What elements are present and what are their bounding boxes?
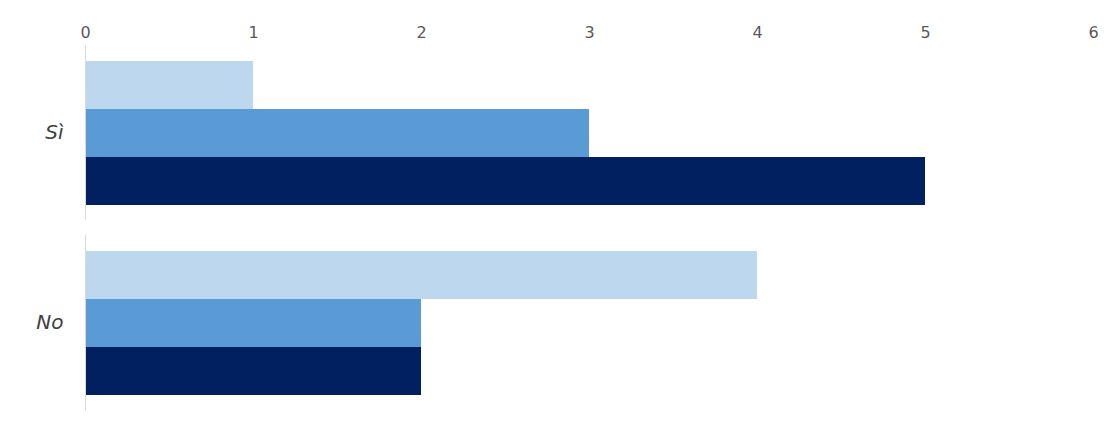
svg-text:6: 6 xyxy=(1088,23,1098,42)
svg-text:Sì: Sì xyxy=(45,120,64,144)
svg-text:1: 1 xyxy=(248,23,258,42)
svg-text:5: 5 xyxy=(920,23,930,42)
svg-text:2: 2 xyxy=(416,23,426,42)
svg-text:4: 4 xyxy=(752,23,762,42)
svg-text:0: 0 xyxy=(80,23,90,42)
svg-text:3: 3 xyxy=(584,23,594,42)
svg-text:No: No xyxy=(36,310,63,334)
